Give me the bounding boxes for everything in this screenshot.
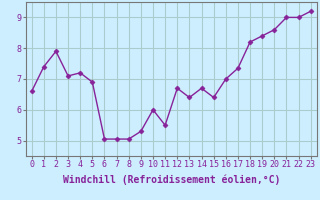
X-axis label: Windchill (Refroidissement éolien,°C): Windchill (Refroidissement éolien,°C) — [62, 175, 280, 185]
